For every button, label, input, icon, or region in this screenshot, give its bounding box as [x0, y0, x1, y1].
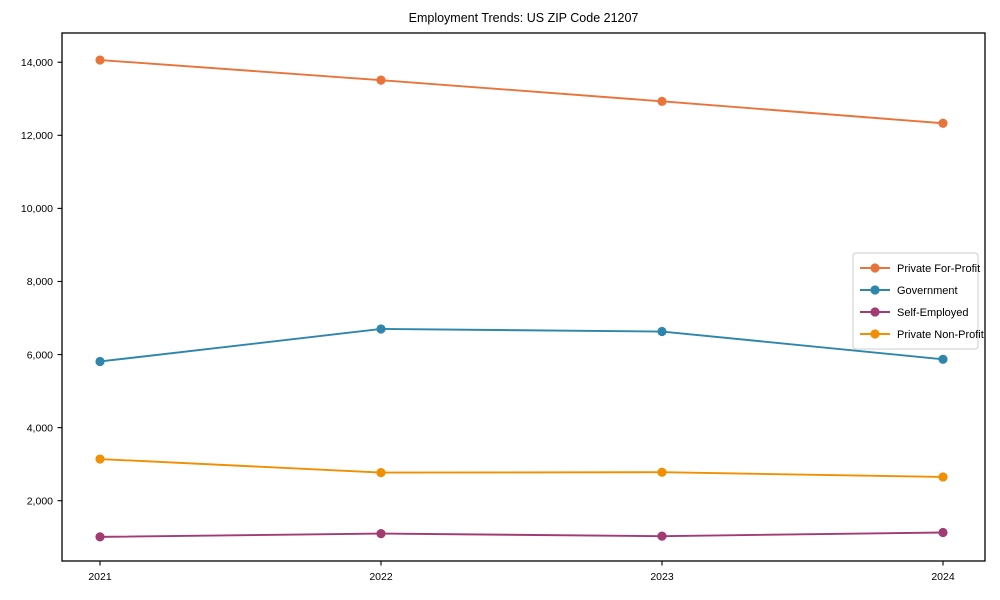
data-point-private-for-profit [95, 55, 105, 65]
plot-frame [61, 32, 986, 562]
x-axis-tick-label: 2024 [931, 571, 955, 583]
data-point-private-non-profit [95, 454, 105, 464]
legend-item-private-for-profit: Private For-Profit [860, 263, 980, 275]
legend-label: Self-Employed [897, 307, 969, 319]
y-axis-tick-label: 12,000 [21, 130, 53, 142]
legend-marker [870, 263, 880, 273]
data-point-private-for-profit [376, 75, 386, 85]
data-point-private-for-profit [938, 118, 948, 128]
legend-item-government: Government [860, 285, 958, 297]
data-point-self-employed [376, 528, 386, 539]
data-point-government [376, 324, 386, 334]
legend-label: Government [897, 285, 958, 297]
series-line-government [99, 328, 944, 363]
data-point-private-non-profit [657, 467, 667, 477]
legend: Private For-Profit Government Self-Employe… [852, 252, 984, 350]
legend-label: Private Non-Profit [897, 329, 984, 341]
legend-item-self-employed: Self-Employed [860, 307, 969, 319]
x-axis-tick-label: 2023 [650, 571, 674, 583]
y-axis-tick-label: 14,000 [21, 57, 53, 69]
data-point-government [938, 354, 948, 364]
y-axis-tick-label: 4,000 [27, 422, 53, 434]
x-axis-tick-label: 2021 [88, 571, 112, 583]
legend-marker [870, 329, 880, 339]
data-point-self-employed [657, 531, 667, 541]
y-axis-tick-label: 8,000 [27, 276, 53, 288]
legend-label: Private For-Profit [897, 263, 980, 275]
chart-title: Employment Trends: US ZIP Code 21207 [408, 11, 639, 25]
data-point-private-non-profit [938, 472, 948, 482]
y-axis-tick-label: 6,000 [27, 349, 53, 361]
x-axis-tick-label: 2022 [369, 571, 393, 583]
legend-item-private-non-profit: Private Non-Profit [860, 329, 984, 341]
y-axis-tick-label: 2,000 [27, 495, 53, 507]
series-line-self-employed [99, 531, 944, 538]
legend-marker [870, 285, 880, 295]
y-axis-tick-label: 10,000 [21, 203, 53, 215]
data-point-self-employed [95, 532, 105, 542]
series-line-private-for-profit [99, 59, 944, 125]
data-point-government [95, 356, 105, 367]
data-point-government [657, 326, 667, 337]
legend-marker [870, 307, 880, 317]
series-line-private-non-profit [99, 458, 944, 478]
legend-box [852, 252, 979, 350]
data-point-private-non-profit [376, 467, 386, 478]
data-point-private-for-profit [657, 96, 667, 106]
data-point-self-employed [938, 527, 948, 538]
